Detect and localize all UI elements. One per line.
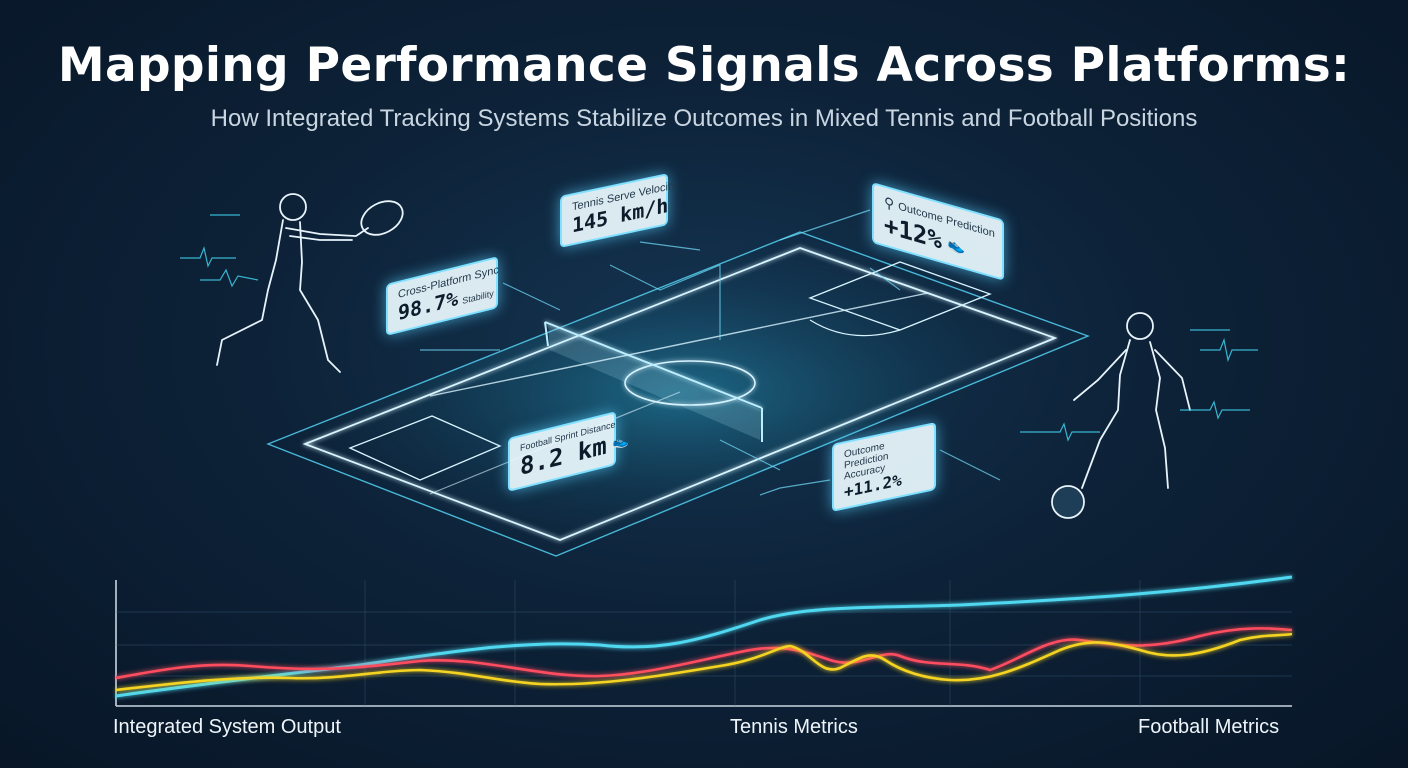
card-sub: Stability: [462, 288, 494, 306]
chart-grid: [116, 580, 1292, 706]
football-player-figure: [1073, 312, 1191, 489]
isometric-field: [266, 231, 1090, 557]
connector-lines: [420, 209, 1001, 496]
chart-label-integrated: Integrated System Output: [113, 716, 341, 738]
football-series-line: [115, 632, 1293, 692]
page-subtitle: How Integrated Tracking Systems Stabiliz…: [210, 105, 1198, 132]
performance-chart: [115, 575, 1293, 707]
chart-label-football: Football Metrics: [1138, 716, 1280, 738]
football-ball: [1051, 485, 1085, 519]
football-boot-icon: 👟: [947, 234, 966, 256]
page-title: Mapping Performance Signals Across Platf…: [57, 38, 1351, 93]
tennis-player-figure: [216, 193, 404, 373]
signal-waveforms: [180, 214, 1258, 442]
chart-label-tennis: Tennis Metrics: [730, 716, 858, 738]
